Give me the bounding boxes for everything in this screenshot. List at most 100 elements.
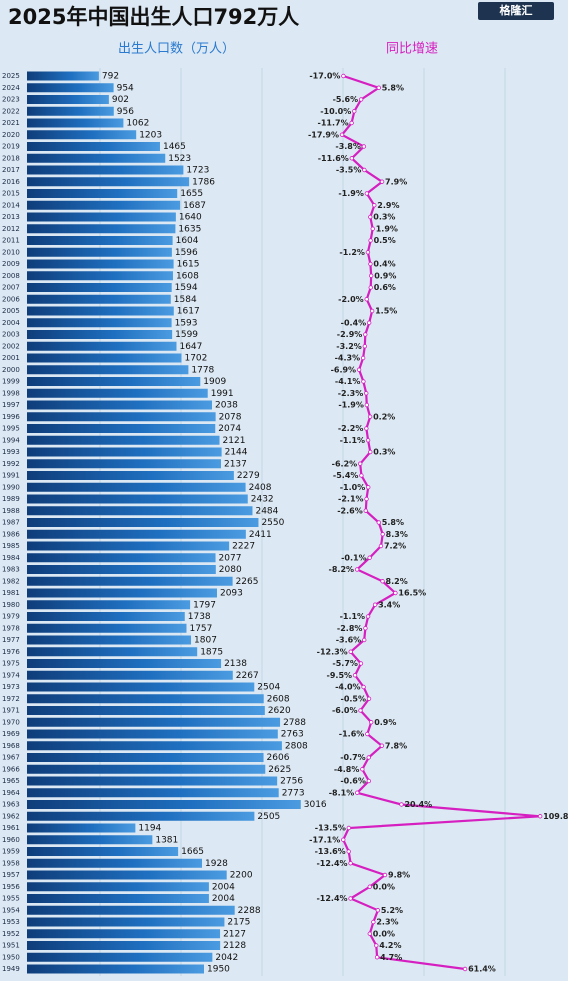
growth-label: 4.7% xyxy=(380,953,402,962)
growth-point xyxy=(358,97,364,102)
growth-point xyxy=(367,555,372,560)
bar xyxy=(27,165,184,175)
bar xyxy=(27,142,160,151)
growth-label: 0.5% xyxy=(374,236,396,245)
growth-point xyxy=(368,720,374,725)
growth-point xyxy=(341,73,346,79)
bar xyxy=(27,870,227,880)
bar-value: 1807 xyxy=(194,636,217,646)
year-label: 1974 xyxy=(2,671,20,679)
bar-value: 2550 xyxy=(261,518,284,528)
growth-label: -1.9% xyxy=(338,189,364,198)
year-label: 1998 xyxy=(2,389,20,397)
growth-label: 61.4% xyxy=(468,965,496,974)
bar-value: 1757 xyxy=(189,624,212,634)
bar-value: 2175 xyxy=(227,918,250,928)
growth-label: -2.8% xyxy=(337,624,363,633)
year-label: 1952 xyxy=(2,930,20,938)
bar xyxy=(27,823,136,833)
bar-value: 1203 xyxy=(139,130,162,140)
bar-value: 2608 xyxy=(267,694,290,704)
bar xyxy=(27,788,279,798)
bar xyxy=(27,800,301,809)
bar xyxy=(27,341,177,351)
year-label: 2020 xyxy=(2,131,20,139)
growth-point xyxy=(358,708,363,713)
growth-point xyxy=(367,931,372,936)
year-label: 1968 xyxy=(2,742,20,750)
bar-value: 1647 xyxy=(179,342,202,352)
year-label: 1975 xyxy=(2,660,20,668)
growth-point xyxy=(362,167,367,173)
year-label: 1966 xyxy=(2,765,20,773)
growth-label: -2.3% xyxy=(338,389,364,398)
bar-value: 1062 xyxy=(126,119,149,129)
growth-label: -4.8% xyxy=(334,765,360,774)
growth-label: -8.2% xyxy=(329,565,355,574)
year-label: 1967 xyxy=(2,754,20,762)
year-label: 1981 xyxy=(2,589,20,597)
year-label: 2023 xyxy=(2,96,20,104)
growth-point xyxy=(366,755,371,760)
year-label: 2021 xyxy=(2,119,20,127)
growth-label: -0.7% xyxy=(340,753,366,762)
bar-value: 1608 xyxy=(176,271,199,281)
growth-point xyxy=(372,203,377,208)
bar-value: 2004 xyxy=(212,882,235,892)
growth-label: 7.2% xyxy=(384,542,406,551)
bar xyxy=(27,482,246,492)
growth-label: -4.0% xyxy=(335,683,361,692)
year-label: 1980 xyxy=(2,601,20,609)
bar-value: 2137 xyxy=(224,459,247,469)
bar-value: 2484 xyxy=(255,506,278,516)
bar xyxy=(27,377,201,386)
bar xyxy=(27,459,221,469)
growth-point xyxy=(348,649,353,654)
year-label: 1992 xyxy=(2,460,20,468)
bar-value: 2042 xyxy=(215,953,238,963)
bar xyxy=(27,365,189,375)
year-label: 1994 xyxy=(2,436,20,444)
growth-point xyxy=(374,943,379,948)
bar xyxy=(27,306,174,316)
growth-label: 16.5% xyxy=(398,589,426,598)
bar-value: 1778 xyxy=(191,365,214,375)
growth-label: -3.8% xyxy=(335,142,361,151)
bar-value: 2763 xyxy=(281,730,304,740)
bar xyxy=(27,353,182,363)
bar xyxy=(27,952,213,962)
bar xyxy=(27,941,221,950)
year-label: 1986 xyxy=(2,530,20,538)
growth-label: -13.6% xyxy=(315,847,346,856)
bar xyxy=(27,200,181,210)
growth-label: -2.6% xyxy=(337,506,363,515)
bar-value: 2127 xyxy=(223,929,246,939)
bar xyxy=(27,576,233,586)
growth-point xyxy=(348,861,353,866)
growth-line xyxy=(340,74,541,971)
bar xyxy=(27,271,173,281)
growth-label: -4.1% xyxy=(335,377,361,386)
growth-point xyxy=(376,520,381,525)
bar-value: 2138 xyxy=(224,659,247,669)
bar xyxy=(27,400,212,410)
bar xyxy=(27,294,171,304)
bar-value: 2788 xyxy=(283,718,306,728)
bar-value: 1593 xyxy=(175,318,198,328)
growth-point xyxy=(376,85,381,90)
growth-label: -1.1% xyxy=(340,436,366,445)
year-label: 1955 xyxy=(2,895,20,903)
year-label: 1982 xyxy=(2,577,20,585)
growth-point xyxy=(362,637,367,643)
bar xyxy=(27,236,173,245)
growth-point xyxy=(356,367,362,372)
growth-label: 5.8% xyxy=(382,83,404,92)
logo-box xyxy=(478,2,554,20)
bar-value: 1381 xyxy=(155,835,178,845)
growth-point xyxy=(364,297,369,302)
bar xyxy=(27,189,178,198)
bar-value: 2411 xyxy=(249,530,272,540)
year-label: 2004 xyxy=(2,319,20,327)
bar xyxy=(27,435,220,445)
growth-point xyxy=(357,461,363,466)
